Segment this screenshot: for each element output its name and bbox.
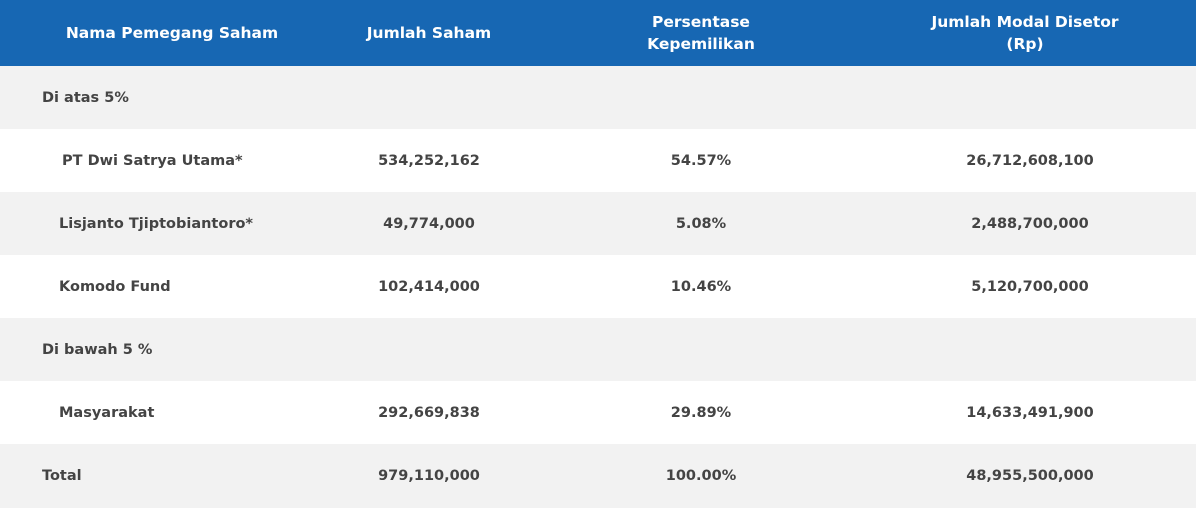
table-row: Komodo Fund 102,414,000 10.46% 5,120,700… — [0, 255, 1196, 318]
shareholder-name: PT Dwi Satrya Utama* — [62, 152, 243, 169]
shares-value: 292,669,838 — [378, 404, 480, 421]
capital-value: 5,120,700,000 — [971, 278, 1089, 295]
total-shares: 979,110,000 — [378, 468, 480, 484]
capital-value: 14,633,491,900 — [966, 404, 1094, 421]
capital-value: 2,488,700,000 — [971, 215, 1089, 232]
header-percentage-line1: Persentase — [652, 13, 750, 31]
table-header: Nama Pemegang Saham Jumlah Saham Persent… — [0, 0, 1196, 66]
total-capital: 48,955,500,000 — [966, 468, 1094, 484]
header-percentage-line2: Kepemilikan — [647, 35, 755, 53]
percentage-value: 5.08% — [675, 215, 727, 232]
shares-value: 49,774,000 — [383, 215, 475, 232]
total-label: Total — [42, 468, 82, 484]
group-row-below-5: Di bawah 5 % — [0, 318, 1196, 381]
header-shares: Jumlah Saham — [366, 24, 492, 42]
group-label-above: Di atas 5% — [42, 89, 129, 106]
group-label-below: Di bawah 5 % — [42, 341, 153, 358]
table-row: Lisjanto Tjiptobiantoro* 49,774,000 5.08… — [0, 192, 1196, 255]
total-row: Total 979,110,000 100.00% 48,955,500,000 — [0, 444, 1196, 508]
percentage-value: 10.46% — [670, 278, 732, 295]
capital-value: 26,712,608,100 — [966, 152, 1094, 169]
header-capital-line1: Jumlah Modal Disetor — [931, 13, 1119, 31]
percentage-value: 54.57% — [670, 152, 732, 169]
header-name: Nama Pemegang Saham — [65, 24, 279, 42]
shareholder-name: Komodo Fund — [59, 278, 171, 295]
shareholder-name: Masyarakat — [59, 404, 155, 421]
shares-value: 102,414,000 — [378, 278, 480, 295]
group-row-above-5: Di atas 5% — [0, 66, 1196, 129]
header-capital: Jumlah Modal Disetor (Rp) — [915, 0, 1135, 66]
total-percentage: 100.00% — [665, 468, 737, 484]
shareholder-name: Lisjanto Tjiptobiantoro* — [59, 215, 254, 232]
percentage-value: 29.89% — [670, 404, 732, 421]
table-row: Masyarakat 292,669,838 29.89% 14,633,491… — [0, 381, 1196, 444]
header-capital-line2: (Rp) — [1006, 35, 1044, 53]
shares-value: 534,252,162 — [378, 152, 480, 169]
table-row: PT Dwi Satrya Utama* 534,252,162 54.57% … — [0, 129, 1196, 192]
header-percentage: Persentase Kepemilikan — [615, 0, 787, 66]
